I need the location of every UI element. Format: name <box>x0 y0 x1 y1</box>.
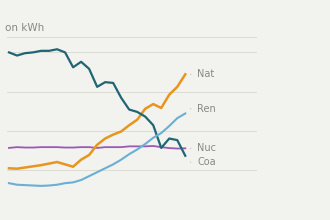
Text: Nuc: Nuc <box>197 143 216 153</box>
Text: on kWh: on kWh <box>5 23 44 33</box>
Text: Ren: Ren <box>197 104 216 114</box>
Text: Coa: Coa <box>197 157 216 167</box>
Text: Nat: Nat <box>197 69 215 79</box>
